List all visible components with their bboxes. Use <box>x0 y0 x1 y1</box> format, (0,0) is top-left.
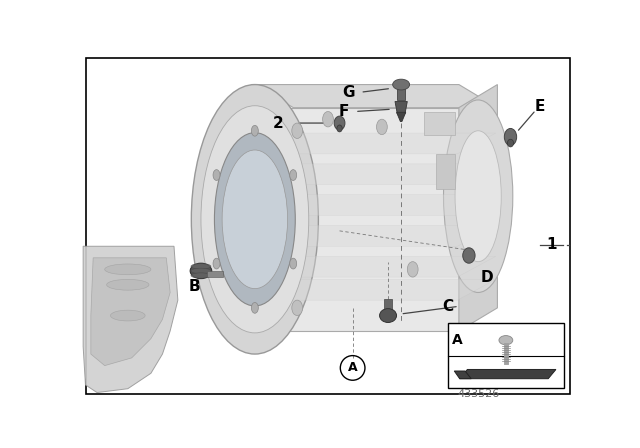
Ellipse shape <box>252 302 259 313</box>
Text: B: B <box>189 279 200 294</box>
Ellipse shape <box>499 336 513 345</box>
Ellipse shape <box>444 100 513 293</box>
Ellipse shape <box>376 119 387 134</box>
Bar <box>448 323 564 388</box>
Polygon shape <box>91 258 170 366</box>
Ellipse shape <box>111 310 145 321</box>
Ellipse shape <box>407 262 418 277</box>
Polygon shape <box>83 246 178 392</box>
Polygon shape <box>255 85 497 108</box>
Polygon shape <box>259 225 496 246</box>
Polygon shape <box>259 256 496 277</box>
Text: 1: 1 <box>546 237 557 252</box>
Ellipse shape <box>191 85 318 354</box>
Bar <box>397 86 405 100</box>
Polygon shape <box>255 108 459 331</box>
Text: F: F <box>338 104 349 119</box>
Text: A: A <box>452 333 463 347</box>
Ellipse shape <box>323 112 333 127</box>
Ellipse shape <box>191 268 211 274</box>
Text: A: A <box>348 362 358 375</box>
Ellipse shape <box>191 273 211 278</box>
Polygon shape <box>259 164 496 185</box>
Text: G: G <box>342 85 355 100</box>
Ellipse shape <box>214 133 295 306</box>
Bar <box>424 112 455 134</box>
Polygon shape <box>259 280 496 300</box>
Polygon shape <box>454 371 471 379</box>
Ellipse shape <box>504 129 516 146</box>
Ellipse shape <box>252 125 259 136</box>
Ellipse shape <box>222 150 287 289</box>
Ellipse shape <box>213 258 220 269</box>
Text: C: C <box>442 299 453 314</box>
Ellipse shape <box>380 309 397 323</box>
Text: 2: 2 <box>273 116 284 130</box>
Ellipse shape <box>107 280 149 290</box>
Ellipse shape <box>190 263 212 279</box>
Polygon shape <box>460 370 556 379</box>
Ellipse shape <box>292 123 303 138</box>
Ellipse shape <box>292 300 303 315</box>
Ellipse shape <box>213 170 220 181</box>
Ellipse shape <box>463 248 475 263</box>
Ellipse shape <box>105 264 151 275</box>
Bar <box>384 299 392 315</box>
Bar <box>207 271 223 277</box>
Polygon shape <box>259 133 496 154</box>
Ellipse shape <box>393 79 410 90</box>
Ellipse shape <box>334 116 345 130</box>
Text: D: D <box>481 270 493 284</box>
Text: E: E <box>534 99 545 114</box>
Ellipse shape <box>290 258 297 269</box>
Polygon shape <box>395 102 407 114</box>
Ellipse shape <box>337 125 342 132</box>
Text: 433526: 433526 <box>457 389 499 399</box>
Ellipse shape <box>290 170 297 181</box>
Bar <box>436 154 455 189</box>
Polygon shape <box>397 112 406 121</box>
Ellipse shape <box>508 139 513 147</box>
Polygon shape <box>459 85 497 331</box>
Ellipse shape <box>191 263 211 269</box>
Polygon shape <box>259 195 496 215</box>
Ellipse shape <box>455 131 501 262</box>
Ellipse shape <box>201 106 308 333</box>
